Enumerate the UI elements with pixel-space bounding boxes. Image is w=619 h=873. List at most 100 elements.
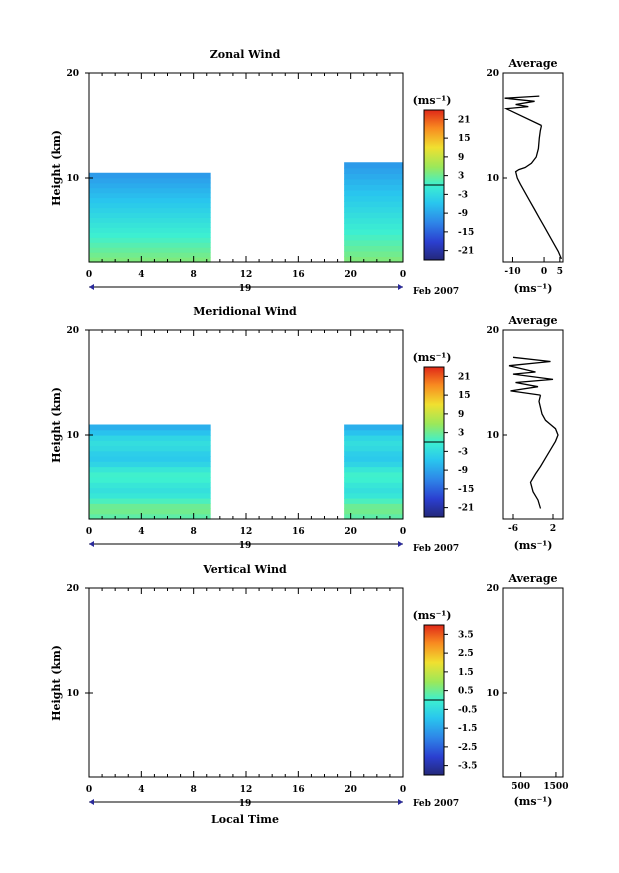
heatmap-cell: [89, 461, 211, 468]
average-profile-upper: [508, 356, 554, 396]
heatmap-cell: [89, 227, 211, 233]
heatmap-cell: [89, 508, 211, 515]
x-tick-label: 0: [86, 527, 92, 537]
heatmap-cell: [344, 239, 403, 246]
heatmap-cell: [89, 487, 211, 494]
x-tick-label: 4: [138, 270, 144, 280]
y-axis-label: Height (km): [50, 130, 63, 206]
axes: 20 10 0 4 8 12 16 20 0: [66, 69, 406, 290]
colorbar-tick-label: -9: [458, 209, 468, 219]
x-tick-label: 16: [292, 527, 305, 537]
colorbar-unit: (ms⁻¹): [413, 609, 452, 622]
y-tick-label: 20: [66, 326, 79, 336]
heatmap-cell: [89, 197, 211, 204]
colorbar-tick-label: -1.5: [458, 724, 477, 734]
average-x-tick-label: 500: [511, 782, 530, 792]
heatmap-cell: [89, 477, 211, 483]
heatmap-cell: [89, 466, 211, 473]
colorbar-tick-label: 1.5: [458, 668, 474, 678]
heatmap-cell: [89, 440, 211, 447]
heatmap-cell: [344, 206, 403, 213]
colorbar-tick-label: 21: [458, 372, 471, 382]
panel-title: Zonal Wind: [210, 48, 281, 61]
heatmap-cell: [344, 189, 403, 197]
heatmap-cell: [89, 222, 211, 228]
heatmap-cell: [344, 445, 403, 452]
heatmap-cell: [344, 450, 403, 457]
heatmap-cell: [89, 456, 211, 462]
x-tick-label: 16: [292, 270, 305, 280]
heatmap-cell: [344, 212, 403, 219]
colorbar: 3.5 2.5 1.5 0.5 -0.5 -1.5 -2.5 -3.5: [423, 624, 477, 776]
x-tick-label: 12: [240, 785, 253, 795]
heatmap-cell: [344, 217, 403, 224]
heatmap-cell: [89, 247, 211, 253]
x-tick-label: 20: [344, 785, 357, 795]
x-tick-label: 20: [344, 527, 357, 537]
heatmap-cell: [89, 445, 211, 452]
average-panel: 20 10 -10 0 5: [486, 69, 564, 277]
average-profile-line: [514, 125, 562, 260]
heatmap-cell: [89, 192, 211, 199]
y-tick-label: 10: [66, 431, 79, 441]
x-tick-label: 12: [240, 527, 253, 537]
heatmap-cell: [89, 429, 211, 436]
heatmap-cell: [344, 424, 403, 431]
heatmap-cell: [344, 256, 403, 263]
panel-vertical: Vertical Wind Height (km) 20 10 0 4 8 12 16 20 0…: [50, 563, 568, 826]
day-label: 19: [239, 541, 252, 551]
colorbar-tick-label: -2.5: [458, 743, 477, 753]
average-title: Average: [507, 57, 557, 70]
x-tick-label: 8: [191, 270, 197, 280]
heatmap-cell: [89, 252, 211, 258]
colorbar-tick-label: 15: [458, 134, 471, 144]
heatmap-cell: [89, 232, 211, 238]
average-y-tick-label: 10: [486, 689, 499, 699]
date-label: Feb 2007: [413, 287, 459, 297]
x-tick-label: 4: [138, 527, 144, 537]
colorbar-tick-label: -15: [458, 485, 474, 495]
heatmap-cell: [344, 440, 403, 447]
heatmap-cell: [344, 223, 403, 230]
x-tick-label: 0: [400, 527, 406, 537]
x-tick-label: 12: [240, 270, 253, 280]
heatmap-cell: [89, 202, 211, 209]
average-frame: [502, 329, 564, 520]
colorbar: 21 15 9 3 -3 -9 -15 -21: [423, 109, 474, 261]
average-profile-upper: [503, 95, 542, 127]
day-bar-left-arrow: [89, 284, 94, 290]
date-label: Feb 2007: [413, 544, 459, 554]
heatmap-cell: [344, 195, 403, 202]
colorbar-tick-label: -21: [458, 504, 474, 514]
day-bar-left-arrow: [89, 541, 94, 547]
x-tick-label: 0: [86, 270, 92, 280]
heatmap-cell: [89, 172, 211, 179]
average-x-tick-label: 1500: [543, 782, 568, 792]
heatmap-cell: [344, 508, 403, 515]
heatmap-cell: [344, 245, 403, 252]
colorbar-tick-label: 0.5: [458, 687, 474, 697]
average-title: Average: [507, 572, 557, 585]
average-y-tick-label: 10: [486, 431, 499, 441]
colorbar-tick-label: 3: [458, 429, 464, 439]
heatmap-cell: [89, 450, 211, 457]
colorbar-tick-label: -0.5: [458, 705, 477, 715]
heatmap-cell: [344, 162, 403, 169]
average-x-tick-label: 2: [550, 524, 556, 534]
plot-frame: [88, 587, 404, 778]
heatmap-cell: [89, 242, 211, 248]
average-y-tick-label: 10: [486, 174, 499, 184]
day-bar-right-arrow: [398, 284, 403, 290]
colorbar-tick-label: 21: [458, 115, 471, 125]
average-x-tick-label: 5: [557, 267, 563, 277]
colorbar-tick-label: 3.5: [458, 630, 474, 640]
average-y-tick-label: 20: [486, 69, 499, 79]
heatmap-cell: [344, 492, 403, 499]
colorbar-tick-label: 9: [458, 153, 464, 163]
axes: 20 10 0 4 8 12 16 20 0: [66, 326, 406, 547]
heatmap-cell: [89, 257, 211, 263]
average-title: Average: [507, 314, 557, 327]
heatmap-cell: [89, 212, 211, 218]
